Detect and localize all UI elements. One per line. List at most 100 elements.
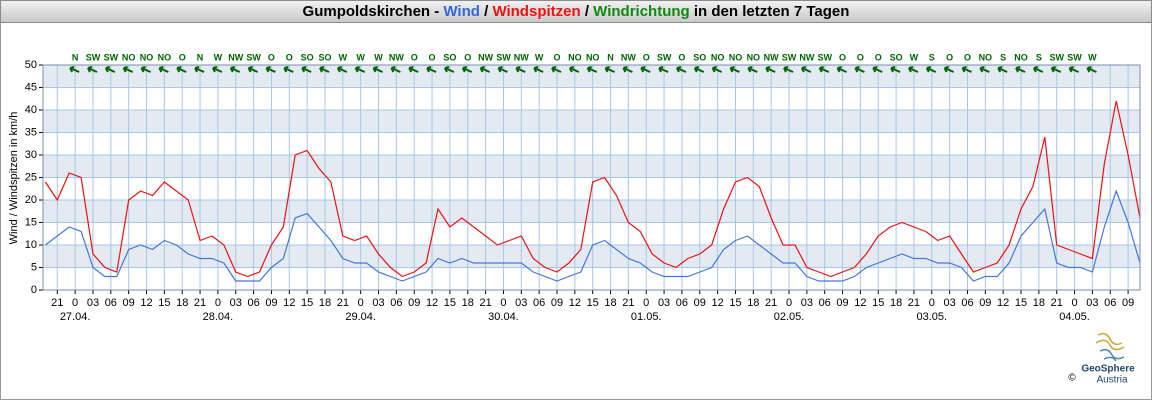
plot-border bbox=[42, 64, 1141, 291]
x-tick-label: 03 bbox=[658, 297, 670, 309]
grid-band bbox=[43, 155, 1140, 178]
wind-direction-arrow bbox=[444, 66, 455, 73]
logo-name: GeoSphere bbox=[1081, 364, 1135, 375]
wind-direction-label: NW bbox=[478, 52, 493, 62]
wind-direction-label: O bbox=[964, 52, 971, 62]
title-part: Wind bbox=[443, 3, 480, 20]
y-tick-label: 30 bbox=[25, 149, 37, 161]
logo: GeoSphere Austria © bbox=[1068, 332, 1135, 386]
wind-direction-arrow bbox=[818, 66, 830, 73]
wind-direction-label: O bbox=[464, 52, 471, 62]
wind-direction-label: SO bbox=[443, 52, 456, 62]
x-tick-label: 0 bbox=[358, 297, 364, 309]
wind-direction-arrow bbox=[515, 66, 526, 73]
wind-direction-label: SW bbox=[1049, 52, 1064, 62]
wind-direction-arrow bbox=[461, 66, 473, 73]
wind-direction-label: O bbox=[946, 52, 953, 62]
wind-direction-arrow bbox=[301, 66, 312, 73]
wind-direction-arrow bbox=[693, 66, 705, 73]
x-tick-label: 09 bbox=[123, 297, 135, 309]
y-tick-label: 20 bbox=[25, 194, 37, 206]
wind-direction-label: NW bbox=[389, 52, 404, 62]
wind-direction-arrow bbox=[997, 66, 1008, 73]
x-tick-label: 03 bbox=[801, 297, 813, 309]
x-tick-label: 06 bbox=[533, 297, 545, 309]
grid-band bbox=[43, 110, 1140, 133]
wind-direction-label: S bbox=[1036, 52, 1042, 62]
x-tick-label: 15 bbox=[587, 297, 599, 309]
x-tick-label: 15 bbox=[1015, 297, 1027, 309]
date-label: 03.05. bbox=[916, 311, 947, 323]
date-label: 28.04. bbox=[203, 311, 234, 323]
wind-direction-label: NO bbox=[122, 52, 136, 62]
wind-direction-label: SO bbox=[890, 52, 903, 62]
wind-direction-label: NO bbox=[711, 52, 725, 62]
date-label: 27.04. bbox=[60, 311, 91, 323]
wind-direction-arrow bbox=[1032, 66, 1044, 73]
x-tick-label: 18 bbox=[604, 297, 616, 309]
wind-direction-label: O bbox=[553, 52, 560, 62]
wind-direction-arrow bbox=[265, 66, 276, 73]
copyright: © bbox=[1068, 373, 1076, 384]
date-label: 30.04. bbox=[488, 311, 519, 323]
wind-direction-arrow bbox=[158, 66, 169, 73]
wind-direction-label: W bbox=[1088, 52, 1097, 62]
wind-direction-arrow bbox=[836, 66, 847, 73]
y-tick-label: 10 bbox=[25, 239, 37, 251]
x-tick-label: 21 bbox=[622, 297, 634, 309]
x-tick-label: 12 bbox=[854, 297, 866, 309]
wind-direction-arrow bbox=[729, 66, 740, 73]
wind-direction-label: SW bbox=[782, 52, 797, 62]
wind-direction-label: S bbox=[1000, 52, 1006, 62]
wind-direction-arrow bbox=[1068, 66, 1079, 73]
wind-direction-label: O bbox=[268, 52, 275, 62]
wind-direction-arrow bbox=[872, 66, 883, 73]
x-tick-label: 06 bbox=[819, 297, 831, 309]
x-tick-label: 18 bbox=[747, 297, 759, 309]
wind-direction-arrow bbox=[497, 66, 508, 73]
wind-direction-label: O bbox=[875, 52, 882, 62]
x-tick-label: 21 bbox=[479, 297, 491, 309]
wind-direction-arrow bbox=[479, 66, 491, 73]
wind-direction-label: NW bbox=[621, 52, 636, 62]
x-tick-label: 03 bbox=[944, 297, 956, 309]
wind-direction-label: W bbox=[910, 52, 919, 62]
wind-direction-label: SO bbox=[318, 52, 331, 62]
title-part: Windrichtung bbox=[593, 3, 690, 20]
x-tick-label: 06 bbox=[676, 297, 688, 309]
x-tick-label: 18 bbox=[319, 297, 331, 309]
grid-band bbox=[43, 65, 1140, 88]
x-tick-label: 09 bbox=[979, 297, 991, 309]
x-tick-label: 21 bbox=[1051, 297, 1063, 309]
wind-direction-arrow bbox=[676, 66, 687, 73]
x-tick-label: 09 bbox=[694, 297, 706, 309]
x-tick-label: 0 bbox=[929, 297, 935, 309]
x-tick-label: 0 bbox=[72, 297, 78, 309]
wind-direction-arrow bbox=[390, 66, 401, 73]
wind-direction-label: SW bbox=[496, 52, 511, 62]
x-tick-label: 09 bbox=[1122, 297, 1134, 309]
x-tick-label: 06 bbox=[961, 297, 973, 309]
x-tick-label: 0 bbox=[500, 297, 506, 309]
wind-direction-arrow bbox=[354, 66, 366, 73]
y-tick-label: 15 bbox=[25, 216, 37, 228]
wind-direction-arrow bbox=[765, 66, 776, 73]
x-tick-label: 09 bbox=[551, 297, 563, 309]
wind-direction-arrow bbox=[336, 66, 348, 73]
y-tick-label: 40 bbox=[25, 104, 37, 116]
y-tick-label: 45 bbox=[25, 81, 37, 93]
wind-direction-arrow bbox=[1086, 66, 1097, 73]
date-label: 02.05. bbox=[774, 311, 805, 323]
wind-direction-label: W bbox=[535, 52, 544, 62]
series-line bbox=[45, 189, 1141, 282]
x-tick-label: 0 bbox=[643, 297, 649, 309]
x-tick-label: 15 bbox=[729, 297, 741, 309]
wind-direction-label: W bbox=[214, 52, 223, 62]
x-tick-label: 0 bbox=[786, 297, 792, 309]
wind-direction-arrow bbox=[925, 66, 937, 73]
wind-direction-label: SW bbox=[817, 52, 832, 62]
wind-direction-label: SW bbox=[246, 52, 261, 62]
wind-direction-arrow bbox=[140, 66, 151, 73]
wind-direction-arrow bbox=[69, 66, 80, 73]
